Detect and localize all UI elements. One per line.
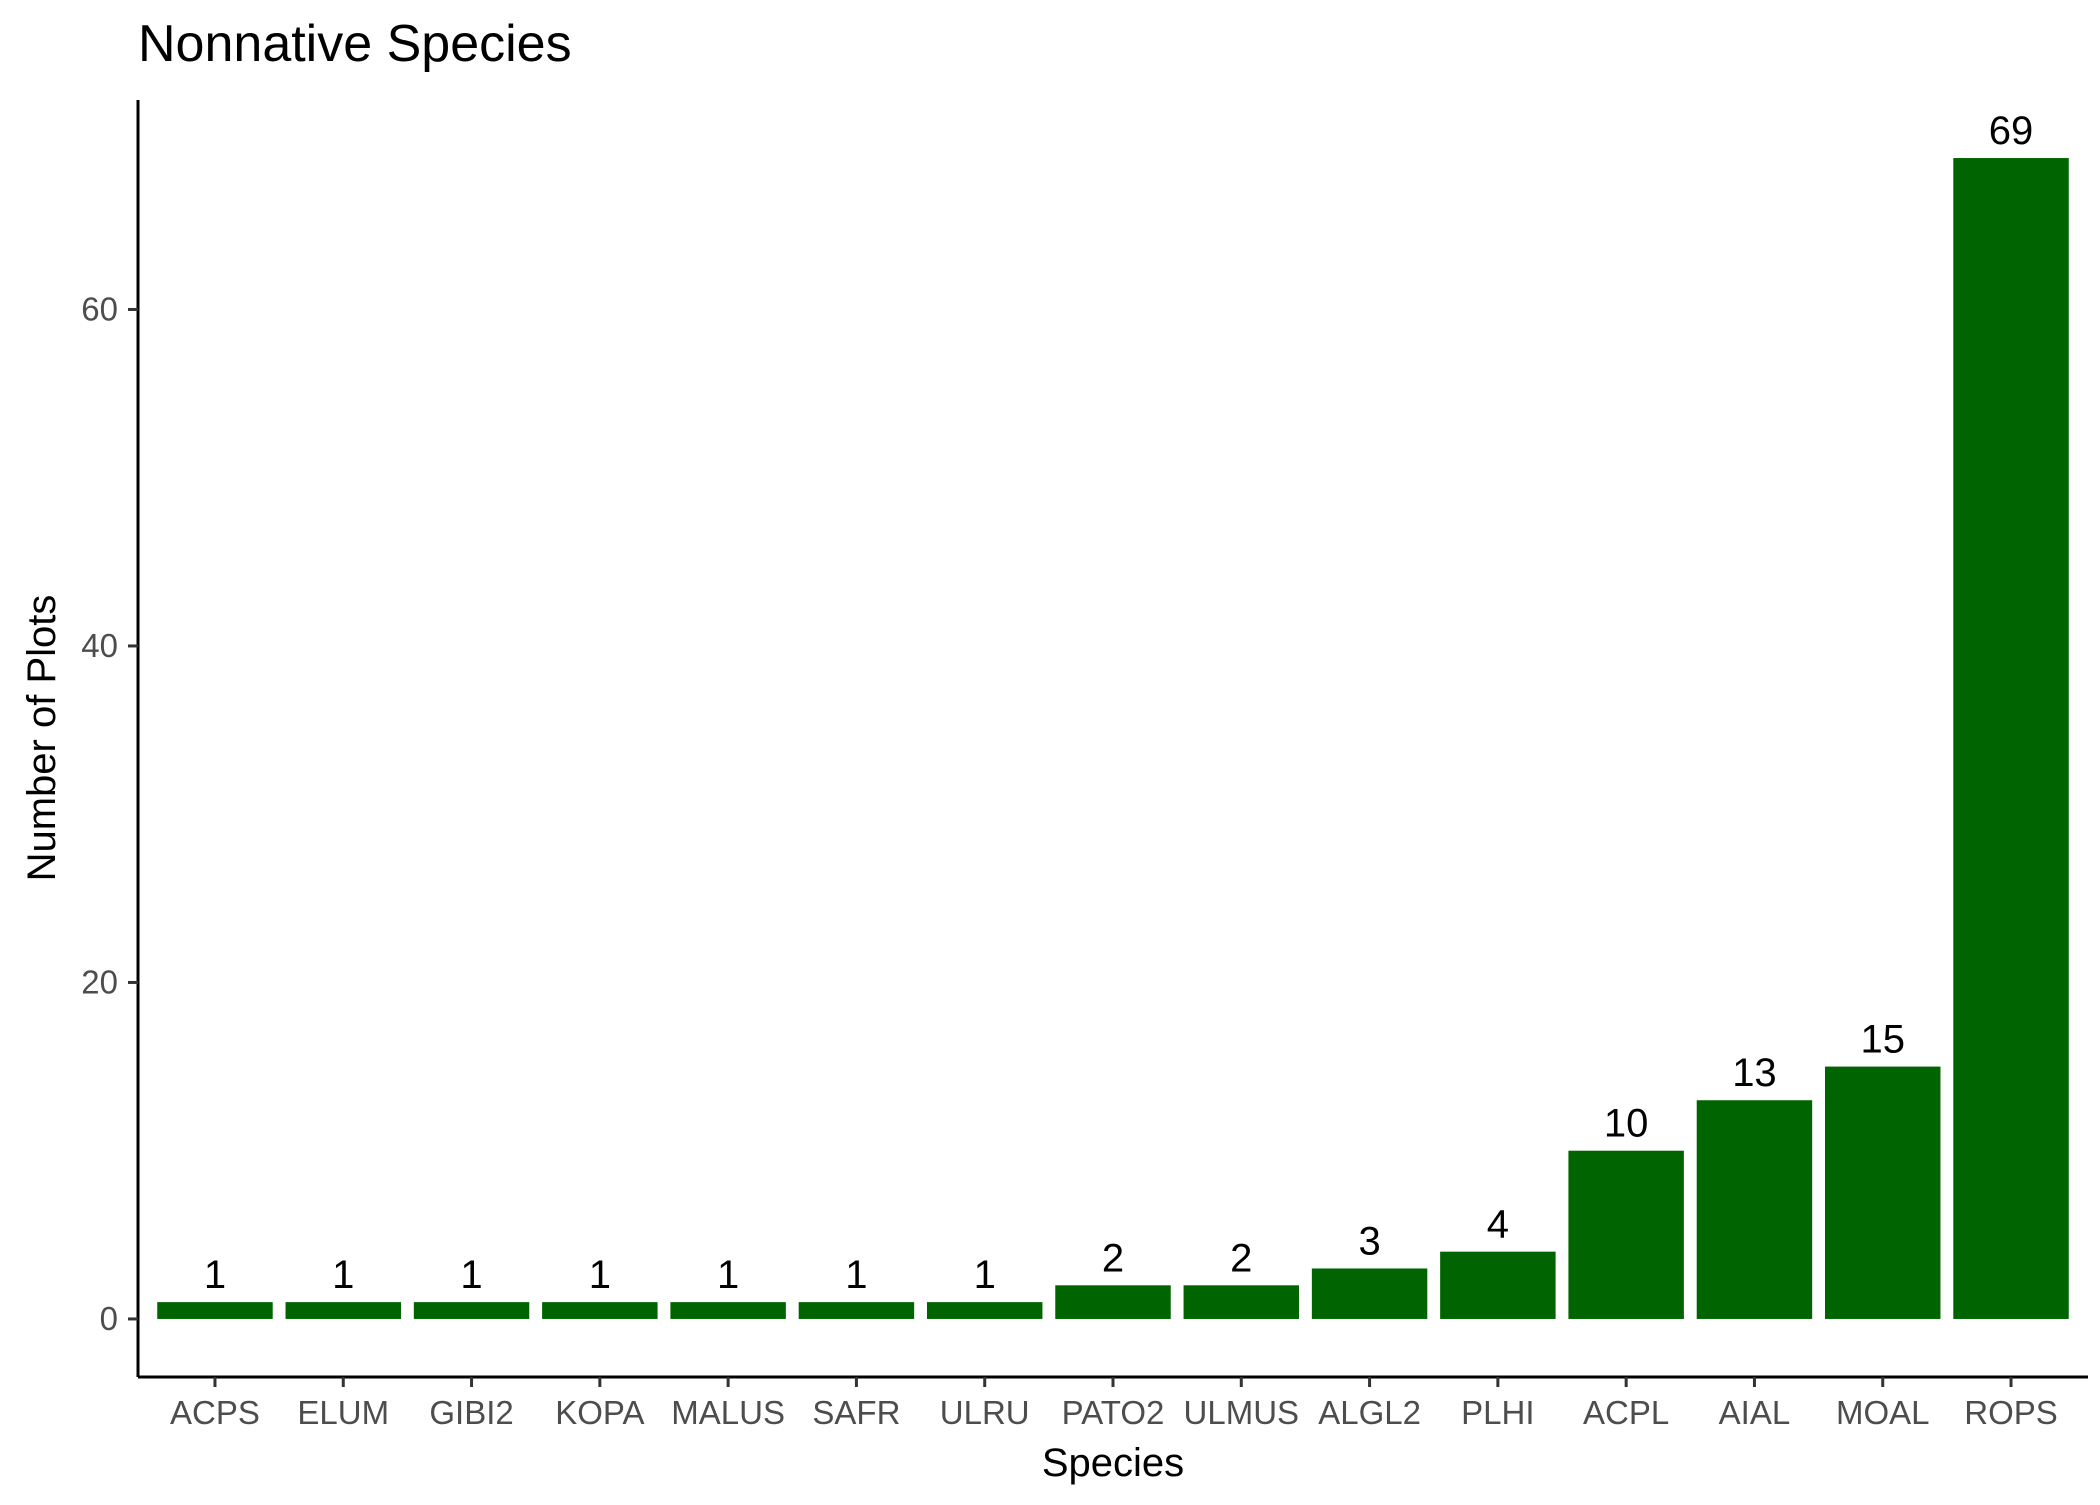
value-label-safr: 1 — [845, 1253, 867, 1297]
x-tick-label-moal: MOAL — [1836, 1394, 1930, 1431]
bar-gibi2 — [413, 1302, 530, 1319]
value-label-rops: 69 — [1989, 109, 2034, 153]
bar-ulru — [926, 1302, 1043, 1319]
y-tick-label-20: 20 — [81, 963, 118, 1000]
value-label-ulmus: 2 — [1230, 1236, 1252, 1280]
bar-aial — [1696, 1100, 1813, 1319]
bar-moal — [1825, 1066, 1941, 1319]
value-label-ulru: 1 — [974, 1253, 996, 1297]
bar-acps — [157, 1302, 273, 1319]
y-tick-label-40: 40 — [81, 627, 118, 664]
value-label-gibi2: 1 — [460, 1253, 482, 1297]
value-label-algl2: 3 — [1358, 1219, 1380, 1263]
bar-malus — [670, 1302, 786, 1319]
value-labels-layer: 1 1 1 1 1 1 1 2 2 3 4 10 13 15 69 — [204, 109, 2033, 1297]
y-ticks-layer: 0 20 40 60 — [81, 290, 138, 1337]
value-label-acps: 1 — [204, 1253, 226, 1297]
chart-title: Nonnative Species — [138, 15, 572, 73]
bar-ulmus — [1183, 1285, 1300, 1319]
value-label-kopa: 1 — [589, 1253, 611, 1297]
bar-algl2 — [1311, 1268, 1428, 1319]
x-tick-label-aial: AIAL — [1719, 1394, 1791, 1431]
x-tick-label-elum: ELUM — [297, 1394, 389, 1431]
x-tick-label-ulmus: ULMUS — [1184, 1394, 1300, 1431]
x-tick-label-safr: SAFR — [812, 1394, 900, 1431]
bars-layer — [157, 158, 2069, 1319]
value-label-aial: 13 — [1732, 1051, 1777, 1095]
x-tick-label-kopa: KOPA — [555, 1394, 644, 1431]
bar-pato2 — [1055, 1285, 1171, 1319]
value-label-moal: 15 — [1860, 1018, 1905, 1062]
value-label-acpl: 10 — [1604, 1102, 1649, 1146]
y-tick-label-0: 0 — [100, 1300, 118, 1337]
value-label-plhi: 4 — [1487, 1203, 1509, 1247]
x-tick-label-plhi: PLHI — [1461, 1394, 1534, 1431]
x-tick-label-acps: ACPS — [170, 1394, 260, 1431]
x-tick-label-acpl: ACPL — [1583, 1394, 1669, 1431]
value-label-malus: 1 — [717, 1253, 739, 1297]
y-tick-label-60: 60 — [81, 290, 118, 327]
x-axis-title: Species — [1042, 1441, 1184, 1485]
value-label-pato2: 2 — [1102, 1236, 1124, 1280]
x-tick-label-rops: ROPS — [1964, 1394, 2058, 1431]
x-ticks-layer: ACPS ELUM GIBI2 KOPA MALUS SAFR ULRU PATO2 ULMUS… — [170, 1377, 2058, 1431]
x-tick-label-malus: MALUS — [671, 1394, 785, 1431]
bar-rops — [1953, 158, 2069, 1319]
bar-plhi — [1440, 1251, 1556, 1319]
value-label-elum: 1 — [332, 1253, 354, 1297]
y-axis-title: Number of Plots — [20, 595, 64, 882]
x-tick-label-algl2: ALGL2 — [1318, 1394, 1421, 1431]
bar-safr — [798, 1302, 915, 1319]
bar-kopa — [542, 1302, 658, 1319]
x-tick-label-gibi2: GIBI2 — [429, 1394, 513, 1431]
x-tick-label-ulru: ULRU — [940, 1394, 1030, 1431]
x-tick-label-pato2: PATO2 — [1062, 1394, 1165, 1431]
bar-acpl — [1568, 1150, 1684, 1319]
bar-elum — [285, 1302, 401, 1319]
